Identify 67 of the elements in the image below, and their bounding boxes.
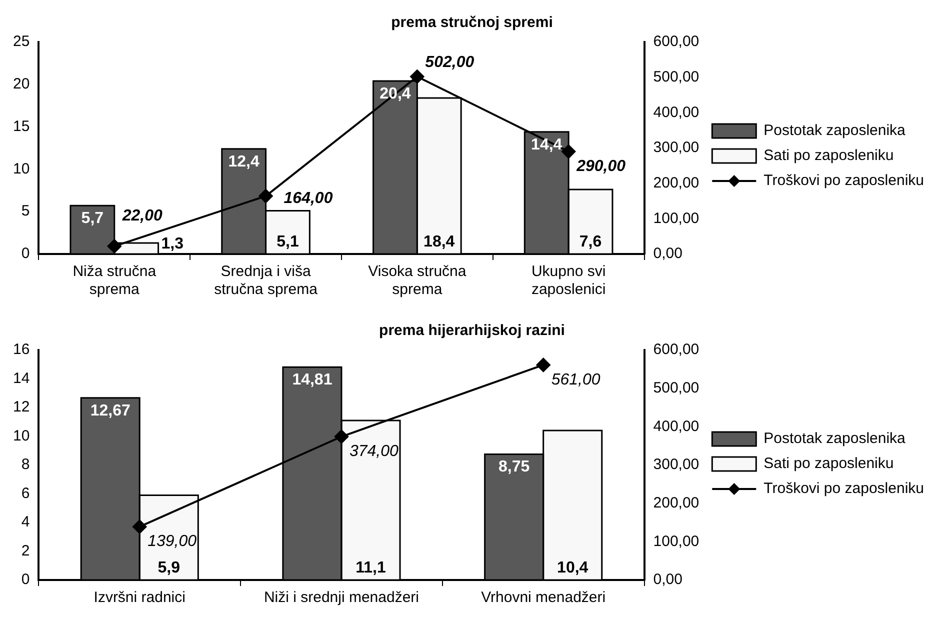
y2-tick-label: 400,00 — [653, 104, 700, 121]
y2-tick-label: 200,00 — [653, 174, 700, 192]
y2-tick-label: 100,00 — [653, 210, 700, 227]
y2-tick-label: 100,00 — [653, 532, 700, 550]
y2-tick-label: 500,00 — [653, 379, 700, 396]
x-tick-label: Srednja i viša stručna sprema — [214, 263, 318, 298]
x-tick-label: Niži i srednji menadžeri — [264, 589, 420, 606]
y2-tick-label: 600,00 — [653, 341, 700, 358]
y2-tick-label: 200,00 — [653, 494, 700, 512]
data-label: 12,4 — [228, 153, 260, 170]
data-label: 20,4 — [380, 85, 411, 102]
y-tick-label: 8 — [21, 456, 30, 474]
x-tick-label: Niža stručna sprema — [72, 263, 157, 298]
legend-label: Sati po zaposleniku — [764, 147, 894, 164]
data-label: 290,00 — [576, 158, 626, 175]
chart-title: prema stručnoj spremi — [391, 14, 553, 32]
x-tick-label: Vrhovni menadžeri — [481, 589, 606, 606]
data-label: 8,75 — [498, 458, 530, 476]
data-label: 10,4 — [557, 559, 588, 576]
y2-tick-label: 500,00 — [653, 68, 700, 86]
y-tick-label: 14 — [12, 370, 30, 387]
x-tick-label: Ukupno svi zaposlenici — [531, 263, 606, 298]
data-label: 14,81 — [292, 372, 332, 389]
y2-tick-label: 0,00 — [653, 571, 682, 588]
y-tick-label: 0 — [21, 245, 30, 262]
y-tick-label: 16 — [12, 341, 30, 358]
y2-tick-label: 300,00 — [653, 456, 700, 474]
data-label: 11,1 — [356, 559, 386, 576]
y-tick-label: 12 — [12, 398, 30, 416]
x-tick-label: Izvršni radnici — [94, 589, 186, 606]
y2-tick-label: 600,00 — [653, 33, 700, 50]
y-tick-label: 20 — [12, 76, 30, 93]
data-label: 5,7 — [81, 210, 104, 228]
y-tick-label: 10 — [12, 160, 30, 178]
y-tick-label: 4 — [21, 514, 30, 531]
data-label: 164,00 — [284, 190, 333, 207]
y2-tick-label: 300,00 — [653, 139, 700, 156]
y-tick-label: 25 — [12, 33, 30, 50]
point — [410, 70, 424, 84]
data-label: 561,00 — [551, 371, 600, 388]
data-label: 139,00 — [148, 533, 197, 550]
y2-tick-label: 0,00 — [653, 245, 682, 262]
y-tick-label: 10 — [12, 427, 30, 444]
chart-title: prema hijerarhijskoj razini — [379, 322, 565, 340]
data-label: 7,6 — [579, 233, 602, 250]
y-tick-label: 2 — [21, 542, 30, 560]
legend-label: Postotak zaposlenika — [764, 122, 906, 140]
y-tick-label: 0 — [21, 571, 30, 588]
legend-label: Troškovi po zaposleniku — [764, 172, 924, 190]
y-tick-label: 15 — [12, 118, 30, 135]
data-label: 374,00 — [349, 443, 399, 460]
y2-tick-label: 400,00 — [653, 418, 700, 435]
y-tick-label: 6 — [21, 484, 30, 502]
data-label: 502,00 — [425, 54, 474, 72]
data-label: 5,1 — [276, 233, 299, 250]
data-label: 5,9 — [158, 559, 180, 576]
y-tick-label: 5 — [21, 202, 30, 220]
data-label: 12,67 — [90, 402, 130, 420]
data-label: 14,4 — [531, 136, 562, 154]
data-label: 22,00 — [121, 208, 163, 225]
data-label: 1,3 — [161, 235, 184, 252]
point — [536, 358, 550, 372]
legend-label: Postotak zaposlenika — [764, 430, 906, 448]
legend-label: Sati po zaposleniku — [764, 455, 894, 472]
x-tick-label: Visoka stručna sprema — [368, 263, 467, 298]
legend-label: Troškovi po zaposleniku — [764, 480, 924, 498]
data-label: 18,4 — [424, 233, 455, 250]
